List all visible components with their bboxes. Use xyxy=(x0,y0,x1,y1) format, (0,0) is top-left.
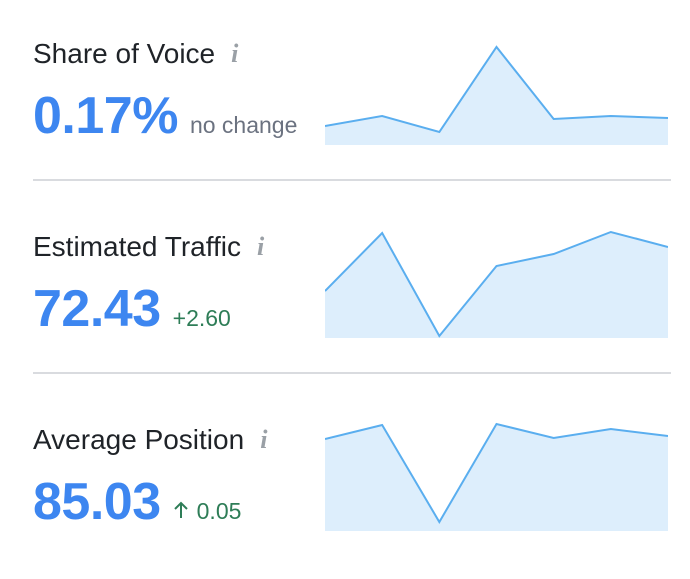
sparkline-line xyxy=(325,45,668,134)
sparkline-area xyxy=(325,47,668,145)
metric-change: 0.05 xyxy=(173,498,242,525)
metric-row: Share of Voice i 0.17% no change xyxy=(0,0,690,193)
metric-title: Share of Voice xyxy=(33,38,216,69)
metric-title-row: Share of Voice i xyxy=(33,38,238,70)
sparkline xyxy=(325,422,668,531)
change-text: no change xyxy=(189,112,298,138)
divider xyxy=(33,179,671,181)
up-arrow-icon xyxy=(173,501,188,518)
metric-row: Average Position i 85.03 0.05 xyxy=(0,386,690,579)
value-row: 85.03 0.05 xyxy=(33,472,241,532)
sparkline-area xyxy=(325,424,668,531)
sparkline xyxy=(325,230,668,338)
info-icon[interactable]: i xyxy=(260,425,268,454)
sparkline-area xyxy=(325,232,668,338)
divider xyxy=(33,372,671,374)
sparkline-line xyxy=(325,422,668,524)
metric-value: 85.03 xyxy=(33,473,161,531)
metric-value: 72.43 xyxy=(33,280,161,338)
metric-change: +2.60 xyxy=(173,305,231,332)
metric-title-row: Average Position i xyxy=(33,424,267,456)
metric-title: Average Position xyxy=(33,424,245,455)
metrics-panel: Share of Voice i 0.17% no change Estimated T… xyxy=(0,0,690,531)
info-icon[interactable]: i xyxy=(231,39,239,68)
sparkline-line xyxy=(325,230,668,338)
metric-change: no change xyxy=(190,112,297,139)
sparkline xyxy=(325,45,668,145)
change-text: +2.60 xyxy=(172,305,231,331)
metric-value: 0.17% xyxy=(33,87,178,145)
change-text: 0.05 xyxy=(196,498,242,524)
metric-row: Estimated Traffic i 72.43 +2.60 xyxy=(0,193,690,386)
metric-title-row: Estimated Traffic i xyxy=(33,231,264,263)
metric-title: Estimated Traffic xyxy=(33,231,242,262)
value-row: 0.17% no change xyxy=(33,86,297,146)
arrow-path xyxy=(173,501,188,518)
info-icon[interactable]: i xyxy=(257,232,265,261)
value-row: 72.43 +2.60 xyxy=(33,279,231,339)
